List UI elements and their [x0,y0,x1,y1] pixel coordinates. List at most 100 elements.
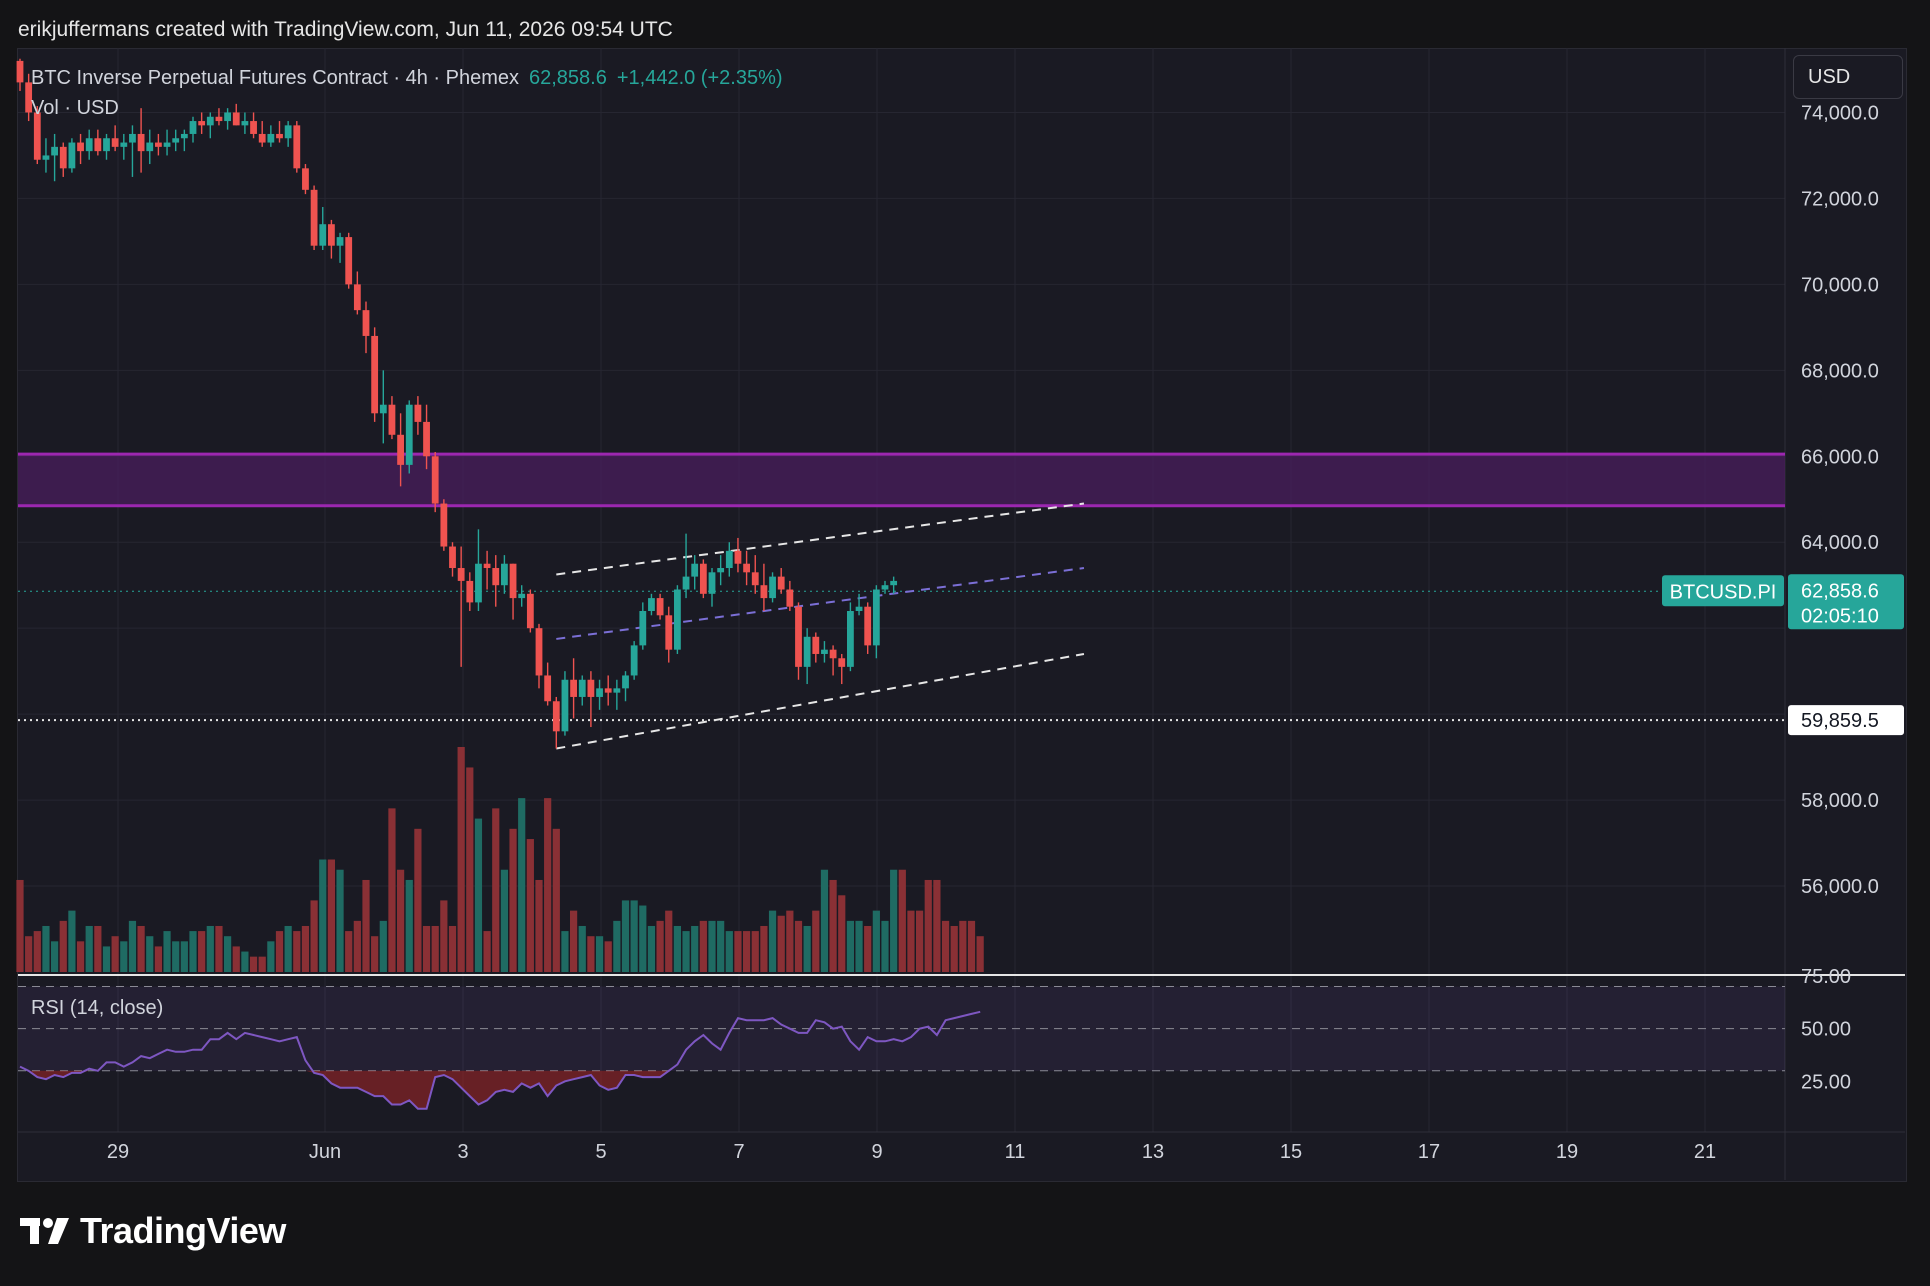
candle-body[interactable] [483,563,491,569]
candle-body[interactable] [362,310,370,336]
candle-body[interactable] [777,576,785,590]
candle-body[interactable] [120,142,128,147]
candle-body[interactable] [544,675,552,702]
candle-body[interactable] [103,138,110,152]
candle-body[interactable] [155,142,162,147]
candle-body[interactable] [639,610,647,646]
candle-body[interactable] [423,421,430,457]
rsi-line[interactable] [19,1010,981,1110]
rsi-legend[interactable]: RSI (14, close) [31,997,164,1019]
candle-body[interactable] [803,636,811,667]
candle-body[interactable] [111,138,119,147]
candle-body[interactable] [604,688,612,693]
candle-body[interactable] [890,580,898,586]
candle-body[interactable] [596,688,603,697]
candle-body[interactable] [310,189,318,246]
candle-body[interactable] [267,133,275,143]
candle-body[interactable] [397,434,404,465]
candle-body[interactable] [33,112,41,160]
candle-body[interactable] [578,679,586,697]
volume-legend[interactable]: Vol · USD [31,97,119,119]
candle-body[interactable] [691,563,699,577]
candle-body[interactable] [648,598,655,611]
symbol-name[interactable]: BTC Inverse Perpetual Futures Contract ·… [31,67,519,89]
candle-body[interactable] [674,589,681,650]
candle-body[interactable] [405,404,413,465]
candle-body[interactable] [665,615,673,650]
candle-body[interactable] [258,133,266,143]
candle-body[interactable] [466,580,474,603]
candle-body[interactable] [795,606,802,667]
candle-body[interactable] [137,133,145,152]
candle-body[interactable] [388,404,396,435]
candle-body[interactable] [241,121,249,126]
candle-body[interactable] [743,563,750,573]
candle-body[interactable] [302,168,309,190]
candle-body[interactable] [821,649,828,654]
candle-body[interactable] [68,142,76,169]
marked-level-tag[interactable] [1788,705,1904,736]
candle-body[interactable] [552,701,560,732]
candle-body[interactable] [786,589,794,607]
candle-body[interactable] [51,146,58,156]
candle-body[interactable] [449,546,456,569]
candle-body[interactable] [526,593,534,629]
candle-body[interactable] [163,142,171,147]
candle-body[interactable] [276,133,283,139]
candle-body[interactable] [561,679,569,732]
candle-body[interactable] [751,572,759,586]
candle-body[interactable] [345,237,353,285]
candle-body[interactable] [25,82,33,113]
candle-body[interactable] [812,636,820,654]
candle-body[interactable] [708,572,716,594]
candle-body[interactable] [16,60,24,83]
candle-body[interactable] [59,146,67,169]
candle-body[interactable] [622,675,629,689]
candle-body[interactable] [855,606,863,611]
candle-body[interactable] [682,576,690,590]
candle-body[interactable] [864,606,872,646]
candle-body[interactable] [509,563,517,599]
candle-body[interactable] [570,679,577,697]
currency-button[interactable]: USD [1793,55,1903,99]
candle-body[interactable] [760,585,768,599]
candle-body[interactable] [250,121,257,134]
candle-body[interactable] [587,679,595,697]
candle-body[interactable] [206,116,214,126]
candle-body[interactable] [872,589,880,646]
candle-body[interactable] [94,138,102,152]
candle-body[interactable] [881,585,889,590]
candle-body[interactable] [725,550,733,569]
candle-body[interactable] [42,155,50,160]
candle-body[interactable] [518,593,526,599]
candle-body[interactable] [371,335,379,414]
candle-body[interactable] [232,112,240,126]
candle-body[interactable] [180,133,188,139]
candle-body[interactable] [699,563,707,594]
candle-body[interactable] [829,649,837,659]
candle-body[interactable] [414,404,422,422]
candle-body[interactable] [379,404,387,414]
candle-body[interactable] [129,133,136,143]
candle-body[interactable] [224,112,231,122]
candle-body[interactable] [457,568,465,581]
candle-body[interactable] [328,224,335,246]
candle-body[interactable] [475,563,482,603]
candle-body[interactable] [284,125,292,139]
candle-body[interactable] [215,116,223,122]
last-price-tag[interactable] [1788,574,1904,630]
candle-body[interactable] [431,456,439,504]
candle-body[interactable] [440,503,448,547]
candle-body[interactable] [353,284,361,311]
candle-body[interactable] [189,121,197,134]
candle-body[interactable] [838,658,846,667]
candle-body[interactable] [198,121,206,126]
candle-body[interactable] [535,628,543,676]
candle-body[interactable] [501,563,508,586]
candle-body[interactable] [492,568,500,586]
candle-body[interactable] [769,576,776,599]
candle-body[interactable] [717,568,725,573]
resistance-zone[interactable] [18,454,1785,506]
candle-body[interactable] [172,138,180,143]
